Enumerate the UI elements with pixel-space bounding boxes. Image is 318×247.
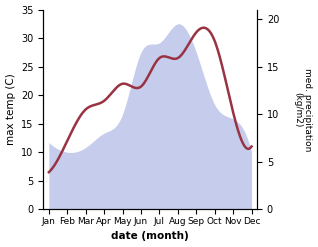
Y-axis label: med. precipitation
(kg/m2): med. precipitation (kg/m2): [293, 68, 313, 151]
Y-axis label: max temp (C): max temp (C): [5, 74, 16, 145]
X-axis label: date (month): date (month): [111, 231, 189, 242]
